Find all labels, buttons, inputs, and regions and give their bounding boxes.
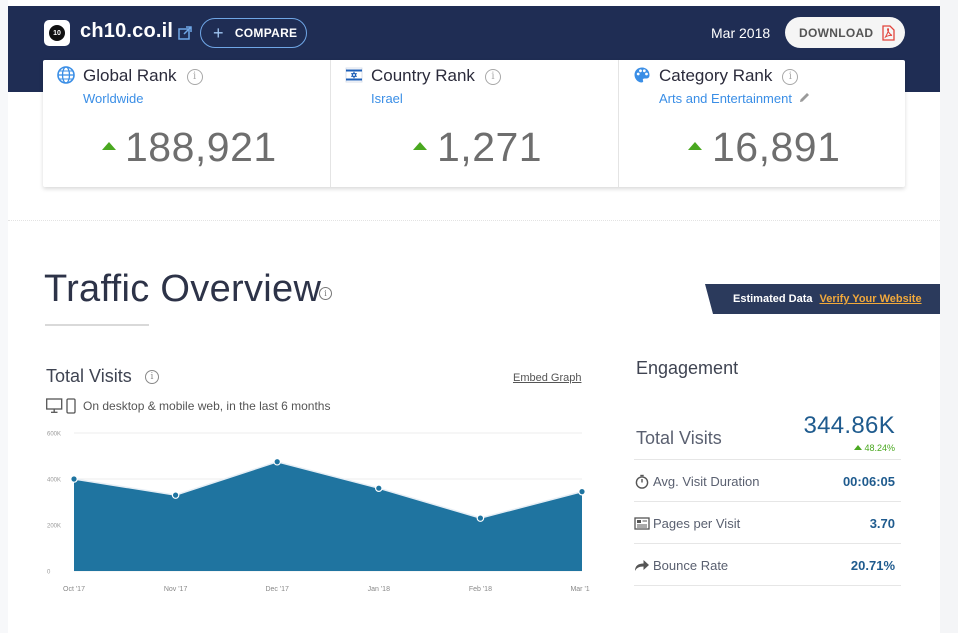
engagement-total-visits-row: Total Visits 344.86K 48.24% xyxy=(634,410,901,460)
chart-data-point xyxy=(476,514,485,522)
chart-x-tick-label: Mar '18 xyxy=(570,586,590,593)
compare-button-label: COMPARE xyxy=(234,26,298,40)
right-gutter xyxy=(940,0,958,633)
total-visits-subtitle: On desktop & mobile web, in the last 6 m… xyxy=(83,399,331,413)
traffic-overview-title: Traffic Overview xyxy=(44,268,322,310)
global-rank-title: Global Rank i xyxy=(83,66,203,86)
israel-flag-icon xyxy=(345,67,363,83)
chart-y-tick-label: 600K xyxy=(47,432,61,438)
country-rank-panel: Country Rank i Israel 1,271 xyxy=(330,60,618,187)
pencil-icon[interactable] xyxy=(798,91,811,104)
chart-y-tick-label: 0 xyxy=(47,570,51,576)
chart-data-point xyxy=(273,457,282,466)
engagement-total-visits-change: 48.24% xyxy=(854,443,895,453)
chart-x-tick-label: Nov '17 xyxy=(164,586,188,593)
category-rank-value: 16,891 xyxy=(712,124,841,170)
global-rank-subtitle[interactable]: Worldwide xyxy=(83,91,144,106)
embed-graph-link[interactable]: Embed Graph xyxy=(513,372,582,384)
estimated-data-label: Estimated Data xyxy=(733,293,813,305)
plus-icon: + xyxy=(213,23,224,43)
global-rank-label: Global Rank xyxy=(83,66,177,85)
change-percent: 48.24% xyxy=(864,443,895,453)
bounce-rate-label: Bounce Rate xyxy=(653,558,729,573)
country-rank-label: Country Rank xyxy=(371,66,475,85)
site-favicon: 10 xyxy=(44,20,70,46)
chart-x-tick-label: Oct '17 xyxy=(63,586,85,593)
section-divider xyxy=(8,220,940,221)
left-gutter xyxy=(0,0,8,633)
title-underline xyxy=(45,324,149,326)
info-icon[interactable]: i xyxy=(145,370,159,384)
palette-icon xyxy=(634,67,650,83)
site-name: ch10.co.il xyxy=(80,20,174,42)
avg-visit-duration-label: Avg. Visit Duration xyxy=(653,474,760,489)
verify-website-link[interactable]: Verify Your Website xyxy=(819,293,922,305)
chart-data-point xyxy=(374,484,383,493)
trend-up-icon xyxy=(854,445,863,450)
info-icon[interactable]: i xyxy=(319,287,332,300)
chart-series-line xyxy=(73,460,583,519)
chart-y-tick-label: 400K xyxy=(47,478,61,484)
chart-area xyxy=(74,461,582,571)
external-link-icon[interactable] xyxy=(178,26,192,40)
pdf-icon xyxy=(882,24,896,41)
category-rank-subtitle[interactable]: Arts and Entertainment xyxy=(659,91,811,106)
chart-data-point xyxy=(171,491,180,499)
stopwatch-icon xyxy=(635,474,649,489)
download-button-label: DOWNLOAD xyxy=(799,25,874,40)
globe-icon xyxy=(57,66,75,84)
pages-per-visit-value: 3.70 xyxy=(869,516,895,531)
global-rank-value: 188,921 xyxy=(125,124,277,170)
country-rank-subtitle[interactable]: Israel xyxy=(371,91,403,106)
country-rank-value: 1,271 xyxy=(437,124,543,170)
date-label: Mar 2018 xyxy=(711,25,771,41)
ranks-card: Global Rank i Worldwide 188,921 Country R… xyxy=(43,60,905,187)
pages-per-visit-label: Pages per Visit xyxy=(653,516,741,531)
engagement-title: Engagement xyxy=(636,358,739,378)
trend-up-icon xyxy=(102,142,116,150)
compare-button[interactable]: + COMPARE xyxy=(200,18,307,48)
pages-icon xyxy=(634,517,650,530)
desktop-mobile-icon xyxy=(46,398,76,414)
total-visits-title: Total Visits xyxy=(46,366,132,386)
category-rank-title: Category Rank i xyxy=(659,66,799,86)
trend-up-icon xyxy=(688,142,702,150)
trend-up-icon xyxy=(413,142,427,150)
total-visits-chart: 0 200K 400K 600K Oct '17 Nov '17 Dec '17 Jan '1… xyxy=(47,432,590,594)
site-favicon-text: 10 xyxy=(49,25,65,41)
global-rank-panel: Global Rank i Worldwide 188,921 xyxy=(43,60,330,187)
chart-data-point xyxy=(578,487,586,496)
download-button[interactable]: DOWNLOAD xyxy=(785,17,905,48)
bounce-rate-value: 20.71% xyxy=(850,558,895,573)
chart-x-tick-label: Dec '17 xyxy=(265,586,289,593)
chart-x-tick-label: Jan '18 xyxy=(368,586,390,593)
engagement-total-visits-label: Total Visits xyxy=(636,428,722,448)
chart-x-tick-label: Feb '18 xyxy=(469,586,492,593)
engagement-row-bounce-rate: Bounce Rate 20.71% xyxy=(634,544,901,586)
category-name[interactable]: Arts and Entertainment xyxy=(659,91,792,106)
chart-y-tick-label: 200K xyxy=(47,524,61,530)
bounce-arrow-icon xyxy=(635,560,649,571)
info-icon[interactable]: i xyxy=(186,69,203,85)
info-icon[interactable]: i xyxy=(484,69,501,85)
category-rank-label: Category Rank xyxy=(659,66,773,85)
country-rank-title: Country Rank i xyxy=(371,66,501,86)
category-rank-panel: Category Rank i Arts and Entertainment 16… xyxy=(618,60,905,187)
chart-data-point xyxy=(70,475,78,483)
estimated-data-banner: Estimated Data Verify Your Website xyxy=(705,284,940,314)
engagement-row-avg-visit-duration: Avg. Visit Duration 00:06:05 xyxy=(634,460,901,502)
avg-visit-duration-value: 00:06:05 xyxy=(842,474,895,489)
engagement-row-pages-per-visit: Pages per Visit 3.70 xyxy=(634,502,901,544)
info-icon[interactable]: i xyxy=(782,69,799,85)
engagement-total-visits-value: 344.86K xyxy=(803,412,895,439)
